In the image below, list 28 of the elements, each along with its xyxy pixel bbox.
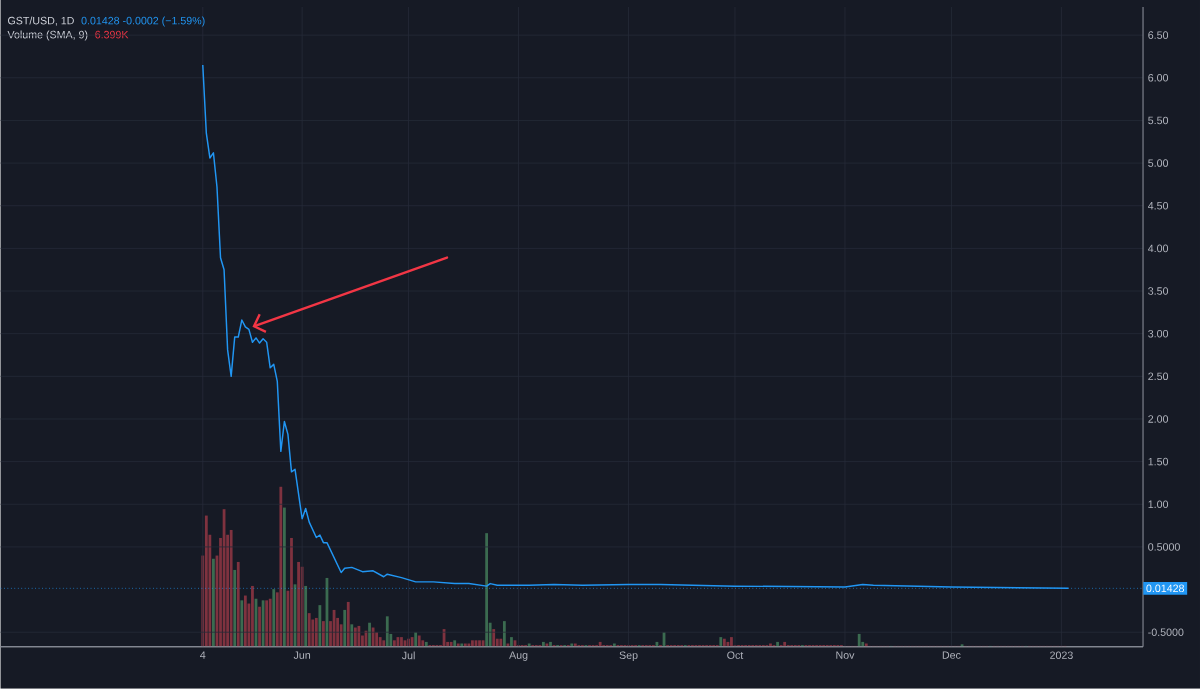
y-tick-label: 2.50 bbox=[1148, 372, 1169, 381]
ref-line-label: 0.01428 bbox=[1146, 584, 1185, 593]
x-tick-label: Jul bbox=[401, 651, 415, 660]
x-tick-label: Oct bbox=[727, 651, 744, 660]
x-tick-label: Aug bbox=[509, 651, 528, 662]
y-tick-label: 0.5000 bbox=[1148, 543, 1180, 551]
text: GST/USD, 1D bbox=[8, 16, 74, 26]
chart-title: Volume (SMA, 9) bbox=[7, 30, 88, 41]
y-tick-label: -0.5000 bbox=[1148, 628, 1184, 637]
y-tick-label: 4.50 bbox=[1147, 202, 1169, 210]
y-tick-label: 3.00 bbox=[1148, 330, 1169, 338]
x-tick-label: Sep bbox=[619, 651, 638, 662]
x-tick-label: Nov bbox=[836, 651, 855, 660]
y-tick-label: 2.00 bbox=[1148, 415, 1169, 423]
x-tick-label: Dec bbox=[942, 651, 961, 660]
y-tick-label: 6.00 bbox=[1148, 74, 1169, 82]
y-tick-label: 4.00 bbox=[1147, 244, 1169, 253]
x-tick-label: 4 bbox=[200, 651, 206, 659]
y-tick-label: 1.50 bbox=[1148, 458, 1169, 466]
y-tick-label: 3.50 bbox=[1148, 287, 1169, 295]
y-tick-label: 6.50 bbox=[1148, 31, 1169, 40]
text: 0.01428 -0.0002 (−1.59%) bbox=[81, 16, 205, 27]
annotation: 6.399K bbox=[95, 31, 129, 39]
y-tick-label: 1.00 bbox=[1148, 500, 1169, 509]
y-tick-label: 5.50 bbox=[1148, 116, 1169, 125]
y-tick-label: 5.00 bbox=[1148, 159, 1169, 168]
x-tick-label: Jun bbox=[293, 651, 311, 660]
x-tick-label: 2023 bbox=[1050, 651, 1073, 660]
